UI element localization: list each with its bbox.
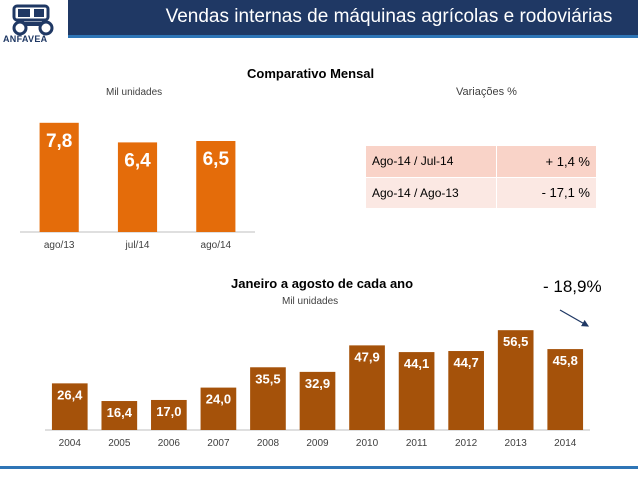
anfavea-logo: ANFAVEA xyxy=(0,0,68,44)
x-tick-label: 2011 xyxy=(406,438,428,449)
bar xyxy=(250,367,286,430)
x-tick-label: 2008 xyxy=(257,438,280,449)
bar-value-label: 44,1 xyxy=(404,356,429,371)
bar-value-label: 7,8 xyxy=(46,131,72,152)
header-bar xyxy=(0,0,638,38)
bar-value-label: 45,8 xyxy=(553,353,578,368)
bar-value-label: 32,9 xyxy=(305,376,330,391)
monthly-bar-chart: 7,8 ago/13 6,4 jul/14 6,5 ago/14 xyxy=(20,122,255,251)
yearly-heading: Janeiro a agosto de cada ano xyxy=(231,276,414,291)
bar xyxy=(196,141,236,232)
bar-value-label: 44,7 xyxy=(453,355,478,370)
bar xyxy=(39,122,79,232)
x-tick-label: 2009 xyxy=(306,438,329,449)
logo-text: ANFAVEA xyxy=(3,34,48,44)
bar-value-label: 47,9 xyxy=(354,349,379,364)
bar xyxy=(547,349,584,430)
bar-value-label: 56,5 xyxy=(503,334,528,349)
variation-value: - 17,1 % xyxy=(541,185,590,201)
x-tick-label: 2013 xyxy=(505,438,528,449)
variation-period: Ago-14 / Jul-14 xyxy=(366,146,497,178)
x-tick-label: 2004 xyxy=(59,438,82,449)
bar xyxy=(117,142,158,232)
x-tick-label: 2005 xyxy=(108,438,131,449)
variation-value: + 1,4 % xyxy=(496,146,596,178)
bar xyxy=(51,383,88,430)
page-title: Vendas internas de máquinas agrícolas e … xyxy=(165,6,613,27)
bar-value-label: 26,4 xyxy=(57,387,83,402)
variation-row: Ago-14 / Jul-14 + 1,4 % xyxy=(366,146,596,178)
x-tick-label: 2012 xyxy=(455,438,478,449)
bar-value-label: 17,0 xyxy=(156,404,181,419)
bar xyxy=(101,401,138,430)
yearly-change-annotation: - 18,9% xyxy=(543,277,602,296)
bar xyxy=(448,351,484,430)
x-tick-label: ago/13 xyxy=(44,240,75,251)
tractor-icon xyxy=(12,4,54,36)
header-stripe xyxy=(0,35,638,38)
x-tick-label: 2006 xyxy=(158,438,181,449)
monthly-unit-label: Mil unidades xyxy=(106,87,163,98)
bar-value-label: 35,5 xyxy=(255,371,280,386)
trend-arrow-icon xyxy=(559,309,590,327)
bar xyxy=(200,387,237,430)
footer-line xyxy=(0,466,638,469)
x-tick-label: 2007 xyxy=(207,438,230,449)
bar-value-label: 6,4 xyxy=(124,150,151,171)
bar xyxy=(299,371,336,430)
bar xyxy=(398,352,435,430)
bar-value-label: 16,4 xyxy=(107,405,133,420)
variations-heading: Variações % xyxy=(456,86,517,98)
x-tick-label: 2010 xyxy=(356,438,379,449)
variation-row: Ago-14 / Ago-13 - 17,1 % xyxy=(366,177,596,208)
yearly-unit-label: Mil unidades xyxy=(282,296,339,307)
x-tick-label: jul/14 xyxy=(125,240,150,251)
variation-period: Ago-14 / Ago-13 xyxy=(366,177,497,208)
bar-value-label: 6,5 xyxy=(203,149,230,170)
bar-value-label: 24,0 xyxy=(206,392,231,407)
monthly-heading: Comparativo Mensal xyxy=(247,66,375,81)
bar xyxy=(151,399,187,430)
bar xyxy=(497,330,534,430)
yearly-bar-chart: 26,4 2004 16,4 2005 17,0 2006 24,0 2007 35,5 2008… xyxy=(45,330,590,449)
x-tick-label: 2014 xyxy=(554,438,577,449)
x-tick-label: ago/14 xyxy=(201,240,232,251)
variations-table: Ago-14 / Jul-14 + 1,4 % Ago-14 / Ago-13 … xyxy=(366,146,596,208)
bar xyxy=(349,345,385,430)
